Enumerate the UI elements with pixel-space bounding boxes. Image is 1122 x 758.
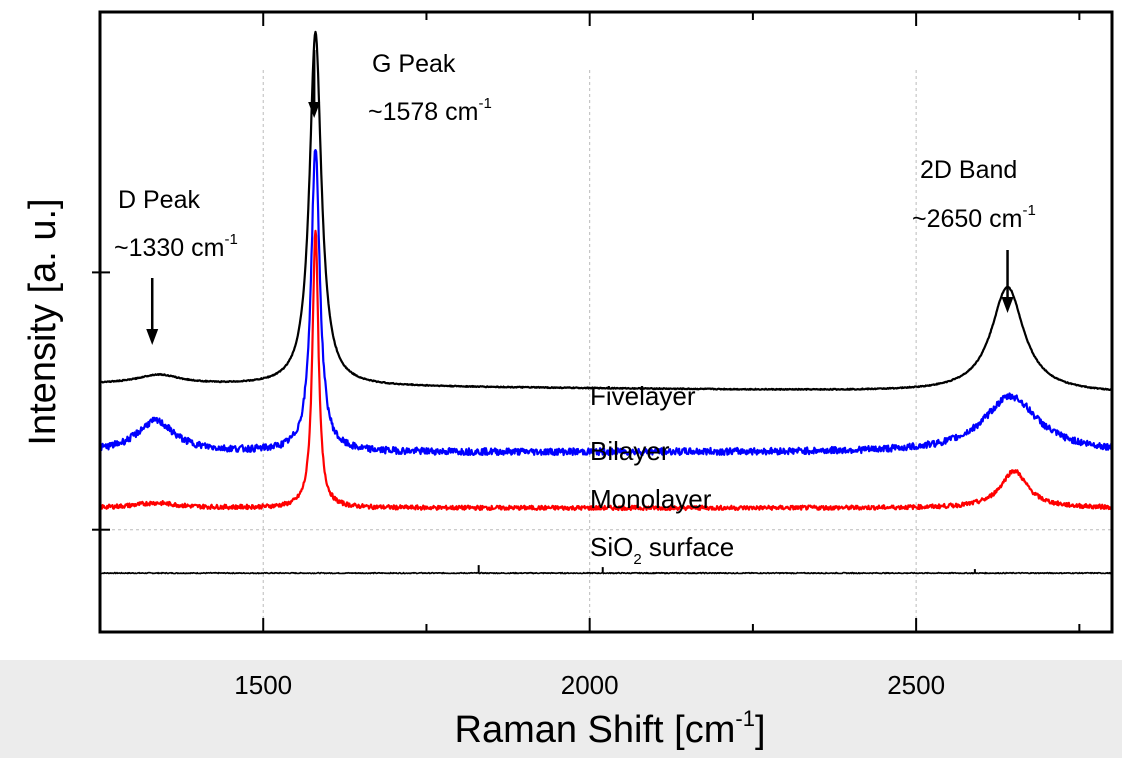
- series-line-2: [98, 229, 1114, 512]
- d-peak-value-text: ~1330 cm: [114, 234, 225, 262]
- sio2-surface-label: SiO2 surface: [590, 532, 734, 568]
- series-line-1: [99, 149, 1114, 457]
- x-tick-label-2500: 2500: [887, 670, 945, 700]
- g-peak-value-text: ~1578 cm: [368, 98, 479, 126]
- g-peak-value-sup: -1: [479, 95, 492, 112]
- peak-arrows: [146, 50, 1014, 345]
- 2d-band-value-text: ~2650 cm: [912, 205, 1023, 233]
- y-axis-title: Intensity [a. u.]: [22, 198, 64, 445]
- d-peak-value: ~1330 cm-1: [114, 231, 238, 262]
- 2d-band-value: ~2650 cm-1: [912, 202, 1036, 233]
- d-peak-name: D Peak: [118, 186, 200, 214]
- x-tick-label-2000: 2000: [561, 670, 619, 700]
- 2d-band-value-sup: -1: [1023, 202, 1036, 219]
- x-axis-title-sup: -1: [735, 706, 755, 731]
- x-tick-label-1500: 1500: [234, 670, 292, 700]
- g-peak-value: ~1578 cm-1: [368, 95, 492, 126]
- series-line-3: [99, 571, 1113, 575]
- peak-annotations: G Peak ~1578 cm-1 D Peak ~1330 cm-1 2D B…: [114, 50, 1036, 262]
- x-axis-ticks: [99, 12, 1081, 632]
- plot-frame: [98, 10, 1114, 634]
- peak-arrow-head-0: [308, 102, 321, 118]
- plot-background: [100, 12, 1112, 632]
- x-axis-title-close: ]: [755, 709, 766, 751]
- g-peak-name: G Peak: [372, 50, 456, 78]
- x-tick-labels: 1500 2000 2500: [234, 670, 945, 700]
- series-line-0: [99, 30, 1113, 392]
- grid-lines: [100, 70, 1112, 632]
- sio2-label-rest: surface: [642, 532, 735, 562]
- lower-band: [0, 660, 1122, 758]
- peak-arrow-head-1: [146, 329, 159, 345]
- x-axis-title: Raman Shift [cm-1]: [455, 706, 766, 751]
- d-peak-value-sup: -1: [225, 231, 238, 248]
- sio2-label-main: SiO: [590, 532, 633, 562]
- series-labels: Fivelayer Bilayer Monolayer SiO2 surface: [590, 381, 734, 568]
- fivelayer-label: Fivelayer: [590, 381, 696, 411]
- x-axis-title-text: Raman Shift [cm: [455, 709, 736, 751]
- sio2-label-sub: 2: [633, 551, 641, 568]
- 2d-band-name: 2D Band: [920, 156, 1017, 184]
- monolayer-label: Monolayer: [590, 484, 712, 514]
- bilayer-label: Bilayer: [590, 436, 670, 466]
- series-layer: [98, 30, 1114, 575]
- y-axis-ticks: [92, 271, 110, 531]
- peak-arrow-head-2: [1001, 297, 1014, 313]
